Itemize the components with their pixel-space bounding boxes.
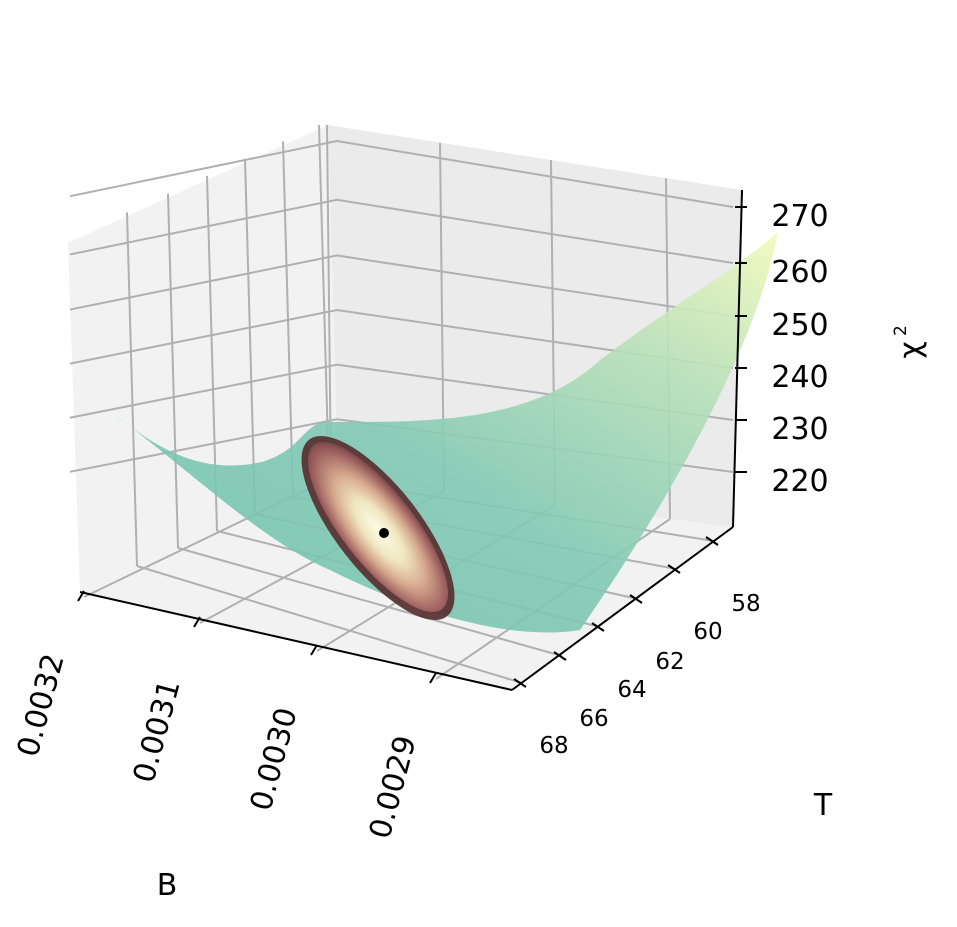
y-tick-label: 62 bbox=[655, 649, 684, 675]
z-grid bbox=[69, 309, 734, 369]
z-axis-label: χ 2 bbox=[891, 325, 928, 359]
y-tick-label: 66 bbox=[579, 706, 608, 732]
y-tick-mark bbox=[705, 536, 719, 546]
z-grid bbox=[69, 254, 734, 317]
x-axis-label: B bbox=[157, 868, 178, 903]
y-tick-mark bbox=[513, 678, 527, 688]
z-ticks: 220 230 240 250 260 270 bbox=[735, 199, 829, 499]
y-tick-label: 68 bbox=[539, 733, 568, 759]
y-axis-label: T bbox=[813, 788, 833, 823]
y-grid-floor bbox=[136, 565, 523, 684]
z-axis-line bbox=[732, 189, 743, 528]
x-grid-back bbox=[326, 124, 332, 479]
y-axis-line bbox=[511, 526, 734, 691]
z-tick-label: 240 bbox=[771, 360, 828, 395]
x-axis-line bbox=[79, 591, 513, 691]
z-tick-label: 220 bbox=[771, 464, 828, 499]
x-tick-mark bbox=[193, 616, 201, 628]
z-axis-label-text: χ bbox=[893, 341, 928, 358]
y-tick-label: 58 bbox=[731, 591, 760, 617]
best-fit-marker bbox=[379, 528, 389, 538]
z-tick-label: 270 bbox=[771, 199, 828, 234]
x-tick-label: 0.0031 bbox=[127, 676, 188, 786]
z-tick-label: 250 bbox=[771, 308, 828, 343]
y-grid-wall bbox=[126, 212, 138, 567]
chi2-surface bbox=[112, 232, 778, 633]
z-grid bbox=[69, 139, 734, 208]
y-tick-mark bbox=[553, 651, 567, 661]
y-tick-label: 60 bbox=[693, 619, 722, 645]
y-tick-mark bbox=[629, 594, 643, 604]
z-tick-label: 260 bbox=[771, 255, 828, 290]
x-tick-mark bbox=[429, 672, 437, 684]
x-tick-label: 0.0030 bbox=[244, 704, 305, 814]
y-tick-mark bbox=[667, 564, 681, 574]
y-tick-label: 64 bbox=[617, 677, 646, 703]
z-axis-label-superscript: 2 bbox=[891, 325, 911, 336]
x-tick-label: 0.0029 bbox=[363, 732, 424, 842]
z-tick-label: 230 bbox=[771, 412, 828, 447]
y-ticks: 58 60 62 64 66 68 bbox=[513, 536, 761, 759]
x-tick-label: 0.0032 bbox=[11, 650, 72, 760]
y-grid-floor bbox=[177, 547, 563, 657]
y-grid-wall bbox=[167, 193, 179, 549]
confidence-region bbox=[301, 436, 455, 620]
x-tick-mark bbox=[77, 590, 85, 602]
x-tick-mark bbox=[310, 644, 318, 656]
y-tick-mark bbox=[591, 622, 605, 632]
z-grid bbox=[69, 198, 734, 264]
